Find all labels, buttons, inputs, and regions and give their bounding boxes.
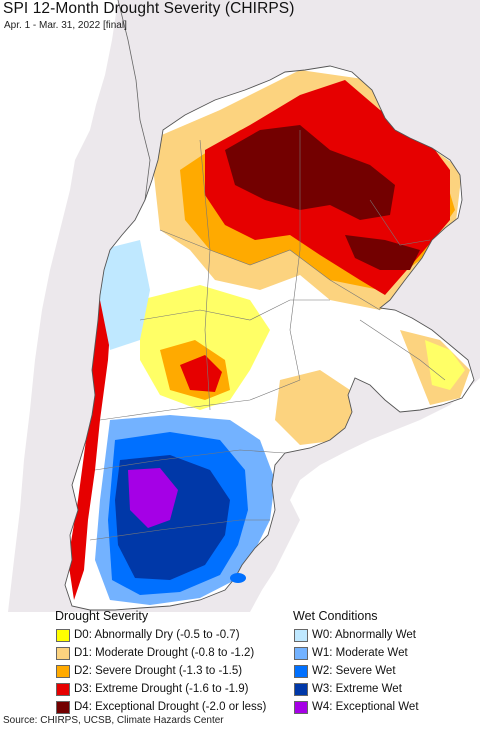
legend-item-d2: D2: Severe Drought (-1.3 to -1.5) bbox=[56, 662, 266, 680]
legend-item-w1: W1: Moderate Wet bbox=[294, 644, 419, 662]
wet-legend-heading: Wet Conditions bbox=[293, 609, 378, 623]
legend-swatch bbox=[56, 628, 70, 642]
legend-swatch bbox=[294, 628, 308, 642]
pacific-ocean bbox=[0, 0, 118, 612]
legend-swatch bbox=[294, 700, 308, 714]
legend-label: W4: Exceptional Wet bbox=[312, 701, 419, 713]
zone-d1-south bbox=[275, 370, 360, 445]
map-subtitle: Apr. 1 - Mar. 31, 2022 [final] bbox=[4, 20, 127, 31]
wet-legend: W0: Abnormally Wet W1: Moderate Wet W2: … bbox=[294, 626, 419, 716]
legend-swatch bbox=[56, 700, 70, 714]
legend-item-w4: W4: Exceptional Wet bbox=[294, 698, 419, 716]
legend-item-d1: D1: Moderate Drought (-0.8 to -1.2) bbox=[56, 644, 266, 662]
legend-swatch bbox=[56, 682, 70, 696]
legend-label: W1: Moderate Wet bbox=[312, 647, 408, 659]
legend-swatch bbox=[294, 646, 308, 660]
region-outline bbox=[64, 65, 475, 611]
legend-item-d4: D4: Exceptional Drought (-2.0 or less) bbox=[56, 698, 266, 716]
atlantic-ocean bbox=[250, 378, 480, 612]
zone-d0-east bbox=[425, 340, 465, 390]
legend-label: D2: Severe Drought (-1.3 to -1.5) bbox=[74, 665, 243, 677]
legend-swatch bbox=[294, 664, 308, 678]
legend-item-w2: W2: Severe Wet bbox=[294, 662, 419, 680]
drought-map bbox=[0, 0, 480, 612]
zone-w0-west bbox=[100, 240, 150, 350]
map-title: SPI 12-Month Drought Severity (CHIRPS) bbox=[3, 0, 295, 17]
zone-d4-northeast bbox=[345, 235, 420, 270]
legend-label: D4: Exceptional Drought (-2.0 or less) bbox=[74, 701, 267, 713]
legend-item-w0: W0: Abnormally Wet bbox=[294, 626, 419, 644]
zone-d3-central bbox=[180, 355, 222, 392]
island bbox=[230, 573, 246, 583]
zone-w4-south bbox=[128, 468, 178, 528]
province-borders bbox=[89, 130, 446, 541]
zone-d3-westcoast bbox=[68, 300, 112, 600]
legend-item-w3: W3: Extreme Wet bbox=[294, 680, 419, 698]
legend-swatch bbox=[294, 682, 308, 696]
drought-legend-heading: Drought Severity bbox=[55, 609, 149, 623]
legend-label: D0: Abnormally Dry (-0.5 to -0.7) bbox=[74, 629, 240, 641]
drought-legend: D0: Abnormally Dry (-0.5 to -0.7) D1: Mo… bbox=[56, 626, 266, 716]
legend-label: W3: Extreme Wet bbox=[312, 683, 402, 695]
legend-label: D1: Moderate Drought (-0.8 to -1.2) bbox=[74, 647, 255, 659]
source-credit: Source: CHIRPS, UCSB, Climate Hazards Ce… bbox=[3, 715, 224, 726]
legend-swatch bbox=[56, 664, 70, 678]
legend-item-d3: D3: Extreme Drought (-1.6 to -1.9) bbox=[56, 680, 266, 698]
legend-label: D3: Extreme Drought (-1.6 to -1.9) bbox=[74, 683, 249, 695]
legend-label: W2: Severe Wet bbox=[312, 665, 396, 677]
zone-d4-north bbox=[225, 125, 395, 220]
legend-label: W0: Abnormally Wet bbox=[312, 629, 416, 641]
legend-item-d0: D0: Abnormally Dry (-0.5 to -0.7) bbox=[56, 626, 266, 644]
legend-swatch bbox=[56, 646, 70, 660]
